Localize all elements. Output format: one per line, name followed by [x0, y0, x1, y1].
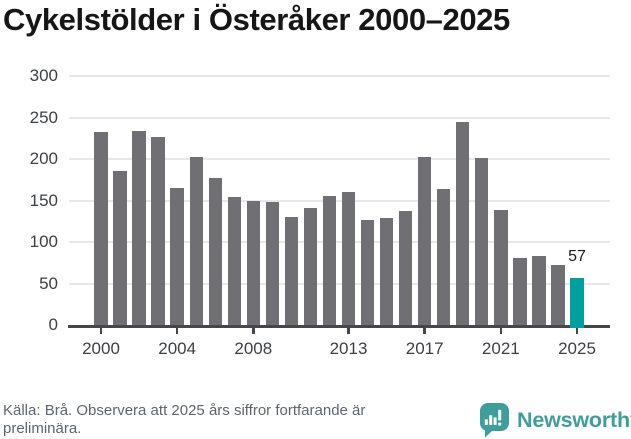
- brand-name: Newsworthy: [517, 408, 631, 432]
- bar-2021: [494, 209, 508, 325]
- bar-2024: [551, 265, 565, 325]
- x-axis-tick: [347, 328, 350, 334]
- gridline: [69, 75, 610, 77]
- x-axis-label: 2000: [82, 339, 120, 358]
- newsworthy-logo: Newsworthy: [480, 402, 631, 438]
- x-axis-tick: [175, 328, 179, 334]
- newsworthy-speech-bubble-chart-icon: [480, 402, 510, 438]
- source-note: Källa: Brå. Observera att 2025 års siffr…: [3, 402, 366, 437]
- bar-2017: [417, 157, 432, 325]
- y-axis-label: 200: [29, 149, 58, 168]
- bar-2012: [322, 196, 337, 325]
- gridline: [69, 199, 610, 202]
- bar-2001: [113, 170, 127, 325]
- x-axis-line: [68, 325, 610, 328]
- gridline: [69, 116, 610, 119]
- gridline: [69, 158, 610, 160]
- y-axis-label: 100: [29, 232, 58, 251]
- y-axis-label: 150: [29, 190, 58, 210]
- bar-2025: [570, 277, 584, 328]
- bar-2014: [360, 220, 375, 325]
- x-axis-label: 2004: [158, 339, 197, 358]
- bar-2009: [265, 202, 280, 325]
- bar-2004: [170, 188, 184, 325]
- x-axis-label: 2025: [558, 339, 596, 358]
- bar-2003: [151, 137, 165, 325]
- bar-2019: [456, 122, 470, 325]
- bar-2013: [341, 192, 356, 325]
- bar-2020: [475, 158, 489, 325]
- bar-2007: [227, 197, 241, 325]
- gridline: [69, 282, 610, 285]
- plot-area: [69, 75, 610, 328]
- bar-2023: [532, 256, 546, 325]
- y-axis-label: 50: [39, 273, 58, 293]
- x-axis-tick: [423, 328, 426, 334]
- data-label: 57: [568, 247, 586, 265]
- x-axis-label: 2021: [481, 339, 520, 358]
- bar-2011: [303, 207, 318, 325]
- bar-2000: [94, 132, 108, 325]
- x-axis-label: 2008: [234, 339, 273, 358]
- x-axis-tick: [499, 328, 503, 334]
- y-axis-label: 250: [29, 107, 58, 127]
- bar-2006: [208, 178, 222, 325]
- bar-2015: [379, 217, 394, 325]
- x-axis-tick: [252, 328, 255, 334]
- chart-title: Cykelstölder i Österåker 2000–2025: [3, 2, 510, 37]
- bar-2008: [246, 201, 260, 325]
- bar-2005: [189, 156, 203, 325]
- y-axis-label: 0: [48, 315, 58, 334]
- bar-2010: [284, 217, 299, 325]
- bar-2002: [132, 130, 146, 325]
- bar-2022: [513, 257, 527, 325]
- x-axis-tick: [99, 328, 103, 334]
- bar-2016: [398, 211, 413, 325]
- bar-2018: [437, 188, 451, 325]
- gridline: [69, 241, 610, 243]
- x-axis-label: 2013: [329, 339, 368, 358]
- x-axis-label: 2017: [405, 339, 444, 358]
- y-axis-label: 300: [29, 66, 58, 85]
- x-axis-tick: [575, 328, 579, 334]
